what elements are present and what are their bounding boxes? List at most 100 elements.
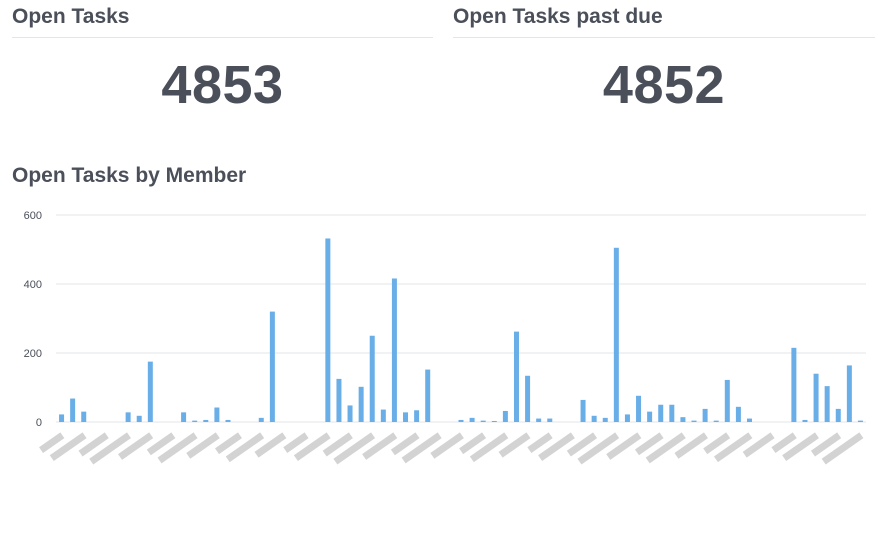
obscured-category-labels <box>39 432 864 465</box>
obscured-category-label <box>39 432 65 454</box>
bar <box>724 379 730 422</box>
obscured-category-label <box>293 432 331 462</box>
obscured-category-label <box>498 432 531 458</box>
obscured-category-label <box>78 432 109 457</box>
bar <box>802 419 808 422</box>
bar <box>469 417 475 422</box>
bar <box>70 398 76 422</box>
obscured-category-label <box>215 432 242 455</box>
obscured-category-label <box>577 432 620 465</box>
bar <box>358 386 364 422</box>
bar <box>347 405 353 422</box>
bar <box>491 420 497 422</box>
obscured-category-label <box>89 432 131 465</box>
bar <box>125 412 131 422</box>
bar <box>136 415 142 422</box>
bar <box>403 412 409 422</box>
bar <box>602 417 608 422</box>
bar <box>181 412 187 422</box>
obscured-category-label <box>821 432 864 465</box>
open-tasks-past-due-title: Open Tasks past due <box>453 0 875 38</box>
obscured-category-label <box>283 432 309 454</box>
bar-chart-svg: 0 200 400 600 <box>24 210 866 465</box>
obscured-category-label <box>254 432 287 458</box>
bar <box>813 373 819 422</box>
obscured-category-label <box>322 432 353 457</box>
bar <box>391 278 397 422</box>
bar <box>480 420 486 422</box>
bar <box>458 419 464 422</box>
bar <box>258 417 264 422</box>
bar <box>791 347 797 422</box>
bar <box>824 386 830 422</box>
bar <box>425 369 431 422</box>
bar <box>214 407 220 422</box>
bar <box>380 409 386 422</box>
bar <box>547 418 553 422</box>
bar <box>536 418 542 422</box>
obscured-category-label <box>390 432 420 456</box>
obscured-category-label <box>469 432 509 463</box>
bar <box>203 419 209 422</box>
obscured-category-label <box>771 432 797 454</box>
obscured-category-label <box>186 432 220 459</box>
y-tick-label: 0 <box>36 417 42 429</box>
open-tasks-past-due-value: 4852 <box>602 55 726 115</box>
bar <box>147 361 153 423</box>
bar <box>502 410 508 422</box>
obscured-category-label <box>634 432 664 456</box>
bar <box>624 414 630 422</box>
obscured-category-label <box>645 432 686 464</box>
obscured-category-label <box>333 432 376 465</box>
obscured-category-label <box>118 432 154 460</box>
bar <box>636 395 642 422</box>
bar <box>336 378 342 423</box>
bar <box>369 335 375 422</box>
open-tasks-past-due-card: Open Tasks past due 4852 <box>453 0 875 150</box>
obscured-category-label <box>157 432 198 464</box>
open-tasks-value: 4853 <box>161 55 284 115</box>
obscured-category-label <box>459 432 487 455</box>
obscured-category-label <box>430 432 464 459</box>
bar <box>691 420 697 422</box>
obscured-category-label <box>527 432 553 454</box>
bar <box>857 420 863 422</box>
obscured-category-label <box>146 432 176 456</box>
obscured-category-label <box>810 432 842 457</box>
bar <box>414 410 420 422</box>
bar <box>735 406 741 422</box>
obscured-category-label <box>538 432 575 462</box>
bar <box>591 415 597 422</box>
bar <box>846 365 852 422</box>
bar <box>580 399 586 422</box>
y-tick-label: 400 <box>24 279 42 291</box>
obscured-category-label <box>225 432 265 463</box>
obscured-category-label <box>782 432 819 462</box>
obscured-category-label <box>362 432 398 460</box>
bar <box>225 419 231 422</box>
open-tasks-title: Open Tasks <box>12 0 433 38</box>
obscured-category-label <box>566 432 598 457</box>
bar <box>325 238 331 422</box>
obscured-category-label <box>703 432 731 455</box>
bar <box>525 375 531 422</box>
bar <box>835 408 841 422</box>
obscured-category-label <box>401 432 442 464</box>
obscured-category-label <box>674 432 708 459</box>
open-tasks-by-member-chart: 0 200 400 600 <box>0 200 878 528</box>
bar <box>613 247 619 422</box>
bar <box>81 411 87 422</box>
y-tick-label: 200 <box>24 348 42 360</box>
bar <box>669 404 675 422</box>
bar <box>658 404 664 422</box>
bar <box>269 311 275 422</box>
bar <box>702 408 708 422</box>
open-tasks-card: Open Tasks 4853 <box>12 0 433 150</box>
obscured-category-label <box>713 432 753 463</box>
y-tick-label: 600 <box>24 210 42 222</box>
bar <box>513 331 519 422</box>
bar <box>59 414 65 422</box>
bar <box>647 411 653 422</box>
bar <box>680 417 686 422</box>
obscured-category-label <box>606 432 642 460</box>
